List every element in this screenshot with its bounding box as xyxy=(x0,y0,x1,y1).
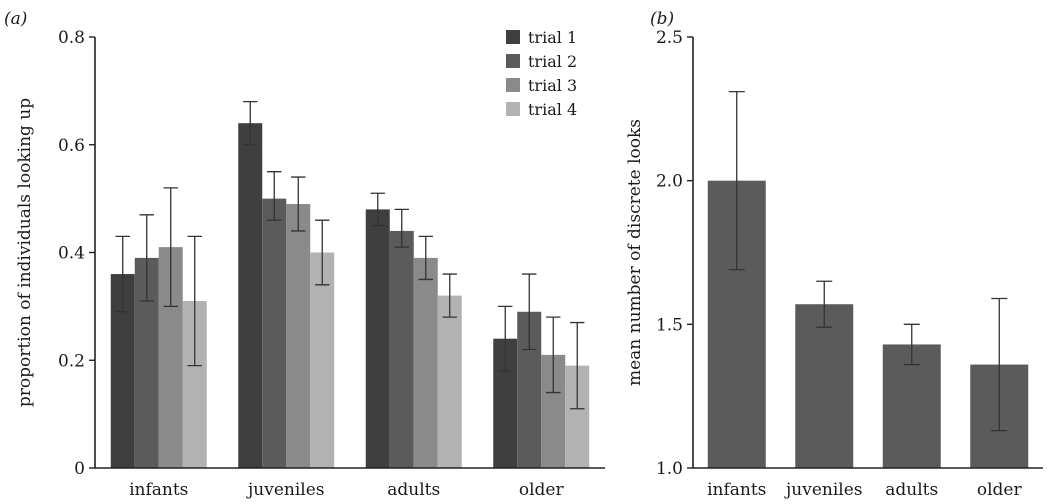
y-tick-label: 0.6 xyxy=(58,136,85,156)
bar xyxy=(286,204,311,468)
panel-a-y-axis-title: proportion of individuals looking up xyxy=(15,98,35,407)
error-bar xyxy=(291,176,306,232)
bar xyxy=(238,123,263,468)
bar xyxy=(413,257,438,468)
panel-b-axes xyxy=(692,37,1043,469)
bar xyxy=(437,295,462,468)
x-category-label: juveniles xyxy=(246,480,325,500)
error-bar xyxy=(163,187,178,308)
error-bar xyxy=(728,90,745,271)
y-tick-label: 2.5 xyxy=(656,28,683,48)
error-bar xyxy=(498,305,513,372)
error-bar xyxy=(903,323,920,366)
error-bar xyxy=(991,297,1008,432)
bar xyxy=(365,209,390,468)
error-bar xyxy=(546,316,561,394)
panel-a-axes xyxy=(94,37,605,469)
error-bar xyxy=(570,321,585,410)
panel-a-label: (a) xyxy=(4,9,27,29)
legend-label: trial 2 xyxy=(528,52,577,71)
bar xyxy=(389,230,414,468)
error-bar xyxy=(394,208,409,248)
error-bar xyxy=(115,235,130,313)
y-tick-label: 0 xyxy=(74,459,85,479)
x-category-label: adults xyxy=(387,480,440,500)
x-category-label: adults xyxy=(885,480,938,500)
bar xyxy=(310,252,335,468)
y-tick-label: 0.4 xyxy=(58,244,85,264)
legend-swatch xyxy=(506,54,520,68)
legend-label: trial 4 xyxy=(528,100,577,119)
error-bar xyxy=(816,280,833,328)
x-category-label: older xyxy=(977,480,1023,500)
error-bar xyxy=(243,101,258,146)
x-category-label: older xyxy=(519,480,565,500)
error-bar xyxy=(315,219,330,286)
error-bar xyxy=(267,171,282,221)
legend-swatch xyxy=(506,30,520,44)
y-tick-label: 2.0 xyxy=(656,172,683,192)
x-category-label: juveniles xyxy=(784,480,863,500)
x-category-label: infants xyxy=(707,480,766,500)
error-bar xyxy=(442,273,457,318)
panel-b-chart: (b) mean number of discrete looks 1.0 1.5… xyxy=(625,9,1043,500)
legend-swatch xyxy=(506,102,520,116)
panel-a-chart: (a) proportion of individuals looking up… xyxy=(4,9,605,500)
y-tick-label: 1.0 xyxy=(656,459,683,479)
bar xyxy=(795,304,854,468)
panel-a-legend: trial 1 trial 2 trial 3 trial 4 xyxy=(506,28,577,119)
error-bar xyxy=(522,273,537,351)
legend-label: trial 3 xyxy=(528,76,577,95)
error-bar xyxy=(187,235,202,367)
panel-b-y-axis-title: mean number of discrete looks xyxy=(625,119,645,386)
panel-b-label: (b) xyxy=(650,9,674,29)
error-bar xyxy=(139,214,154,302)
error-bar xyxy=(418,235,433,281)
error-bar xyxy=(370,192,385,227)
legend-label: trial 1 xyxy=(528,28,577,47)
legend-swatch xyxy=(506,78,520,92)
y-tick-label: 0.8 xyxy=(58,28,85,48)
y-tick-label: 0.2 xyxy=(58,351,85,371)
x-category-label: infants xyxy=(129,480,188,500)
bar xyxy=(262,198,287,468)
y-tick-label: 1.5 xyxy=(656,315,683,335)
